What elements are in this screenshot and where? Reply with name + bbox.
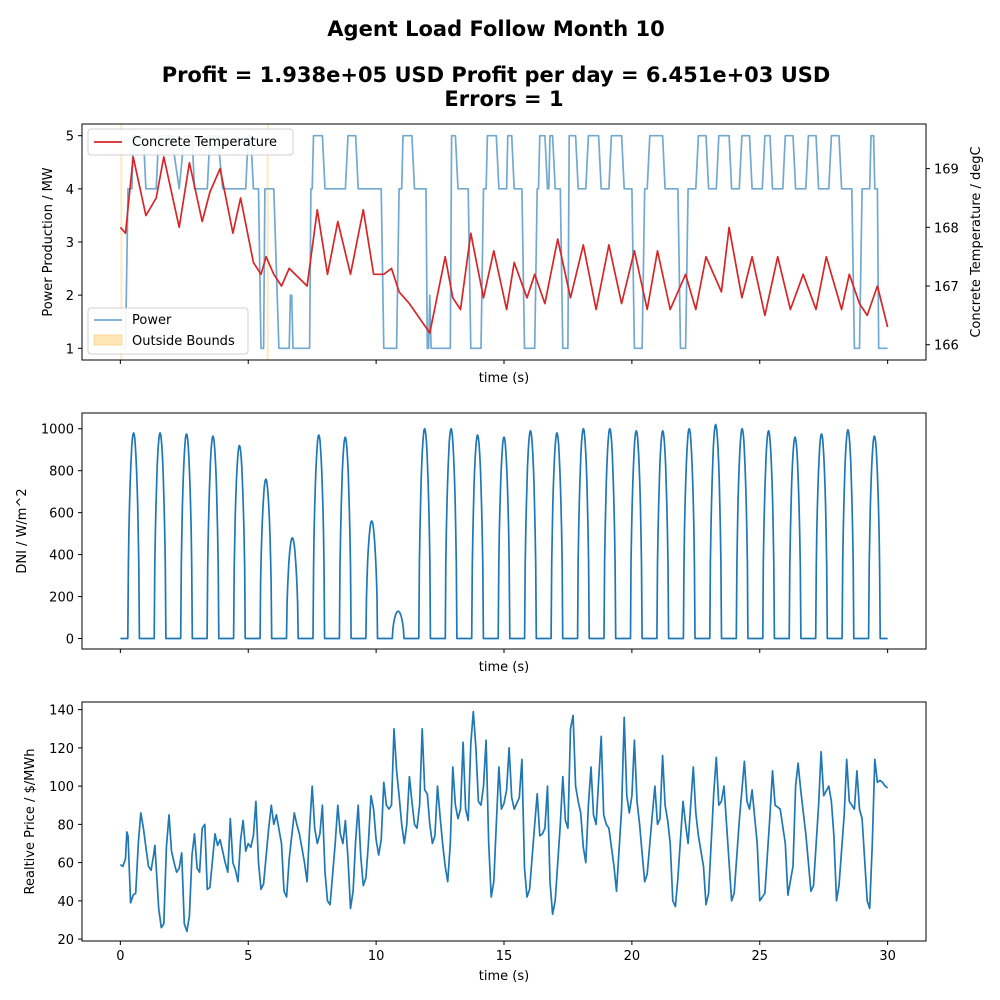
- y-tick-label: 120: [49, 742, 74, 757]
- y-axis-label: Power Production / MW: [41, 167, 56, 316]
- legend-lower: Power Outside Bounds: [87, 307, 249, 355]
- y-tick-label: 2: [66, 289, 74, 304]
- legend-box: [87, 128, 294, 156]
- legend-label-power: Power: [132, 313, 172, 328]
- y-tick-label: 140: [49, 704, 74, 719]
- legend-label-temperature: Concrete Temperature: [132, 135, 277, 150]
- y-tick-label: 600: [49, 507, 74, 522]
- x-tick-label: 25: [751, 949, 768, 964]
- y-tick-label: 40: [57, 895, 74, 910]
- y2-tick-label: 169: [934, 163, 959, 178]
- y-tick-label: 1000: [41, 423, 74, 438]
- power-temperature-panel: time (s) 1 2 3 4 5 Power Production / MW 166 167…: [41, 123, 984, 386]
- figure-profit-line: Profit = 1.938e+05 USD Profit per day = …: [162, 63, 831, 87]
- x-tick-label: 30: [879, 949, 896, 964]
- y-tick-label: 3: [66, 236, 74, 251]
- x-axis-label: time (s): [479, 371, 529, 386]
- y-axis-label: Realtive Price / $/MWh: [23, 749, 38, 895]
- y-tick-label: 0: [66, 633, 74, 648]
- figure-title: Agent Load Follow Month 10: [327, 17, 664, 41]
- x-tick-label: 10: [368, 949, 385, 964]
- legend-box: [87, 307, 249, 355]
- x-axis-label: time (s): [479, 969, 529, 984]
- x-axis-label: time (s): [479, 660, 529, 675]
- x-tick-label: 15: [496, 949, 513, 964]
- y2-axis-label: Concrete Temperature / degC: [969, 146, 984, 337]
- y-tick-label: 80: [57, 818, 74, 833]
- y-axis-label: DNI / W/m^2: [15, 488, 30, 573]
- y2-tick-label: 166: [934, 339, 959, 354]
- y-tick-label: 5: [66, 130, 74, 145]
- outside-bounds-band: [266, 124, 269, 360]
- legend-label-outside-bounds: Outside Bounds: [132, 334, 235, 349]
- dni-line: [120, 423, 888, 640]
- legend-swatch-outside-bounds: [93, 334, 123, 346]
- dni-panel: time (s) 0 200 400 600 800 1000 DNI / W/m^2: [15, 412, 927, 675]
- plot-frame: [81, 701, 927, 942]
- x-tick-label: 5: [244, 949, 252, 964]
- realtive-price-line: [119, 710, 889, 933]
- y-tick-label: 60: [57, 857, 74, 872]
- y2-tick-label: 168: [934, 221, 959, 236]
- y-tick-label: 800: [49, 465, 74, 480]
- price-panel: 0 5 10 15 20 25 30 time (s) 20 40 60 80 100 120 140 Rea…: [23, 701, 927, 984]
- y-tick-label: 100: [49, 780, 74, 795]
- y-tick-label: 1: [66, 342, 74, 357]
- y2-tick-label: 167: [934, 280, 959, 295]
- legend-upper: Concrete Temperature: [87, 128, 294, 156]
- y-tick-label: 200: [49, 591, 74, 606]
- y-tick-label: 400: [49, 549, 74, 564]
- concrete-temperature-line: [119, 156, 889, 334]
- power-line: [120, 134, 888, 350]
- x-tick-label: 20: [624, 949, 641, 964]
- outside-bounds-band: [120, 124, 123, 360]
- x-tick-label: 0: [116, 949, 124, 964]
- y-tick-label: 20: [57, 933, 74, 948]
- y-tick-label: 4: [66, 183, 74, 198]
- figure-errors-line: Errors = 1: [444, 87, 563, 111]
